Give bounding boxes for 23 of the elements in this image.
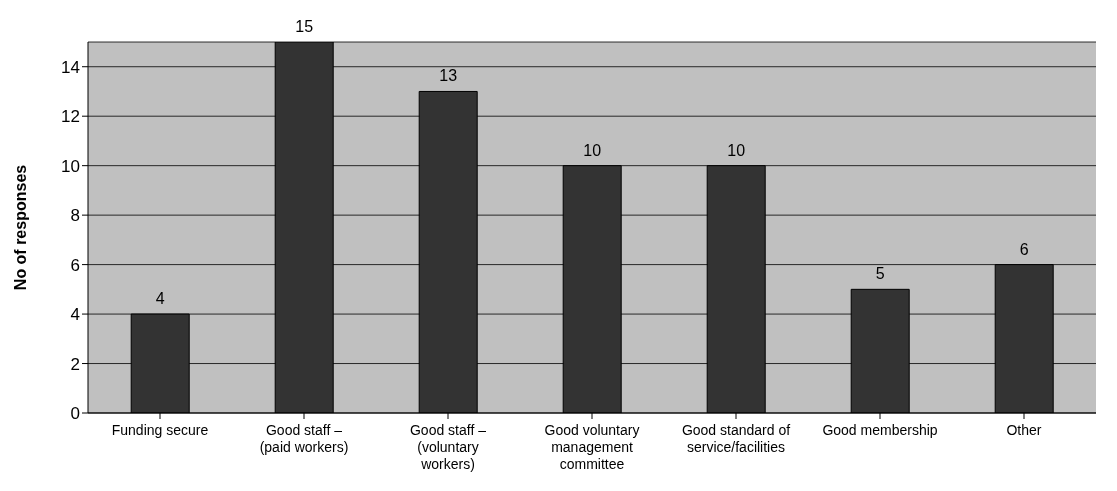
y-axis-title: No of responses: [11, 164, 29, 291]
y-tick-label: 12: [61, 107, 80, 127]
x-tick-label: Good staff – (paid workers): [259, 422, 349, 455]
y-tick-label: 10: [61, 156, 80, 176]
data-label: 4: [155, 290, 165, 308]
data-label: 10: [727, 141, 746, 159]
y-tick-label: 14: [61, 57, 80, 77]
y-tick-label: 0: [70, 404, 80, 424]
data-label: 6: [1019, 240, 1029, 258]
y-tick-label: 2: [70, 354, 80, 374]
y-tick-label: 8: [70, 206, 80, 226]
y-tick-label: 6: [70, 255, 80, 275]
data-label: 10: [583, 141, 602, 159]
x-tick-label: Good membership: [822, 422, 938, 438]
x-tick-label: Funding secure: [111, 422, 209, 438]
x-tick-label: Good standard of service/facilities: [681, 422, 791, 455]
x-tick-label: Other: [1006, 422, 1042, 438]
data-label: 15: [295, 18, 314, 35]
x-tick-label: Good staff – (voluntary workers): [409, 422, 487, 472]
y-tick-label: 4: [70, 305, 80, 325]
x-tick-label: Good voluntary management committee: [544, 422, 640, 472]
data-label: 5: [875, 265, 885, 283]
data-label: 13: [439, 67, 458, 85]
